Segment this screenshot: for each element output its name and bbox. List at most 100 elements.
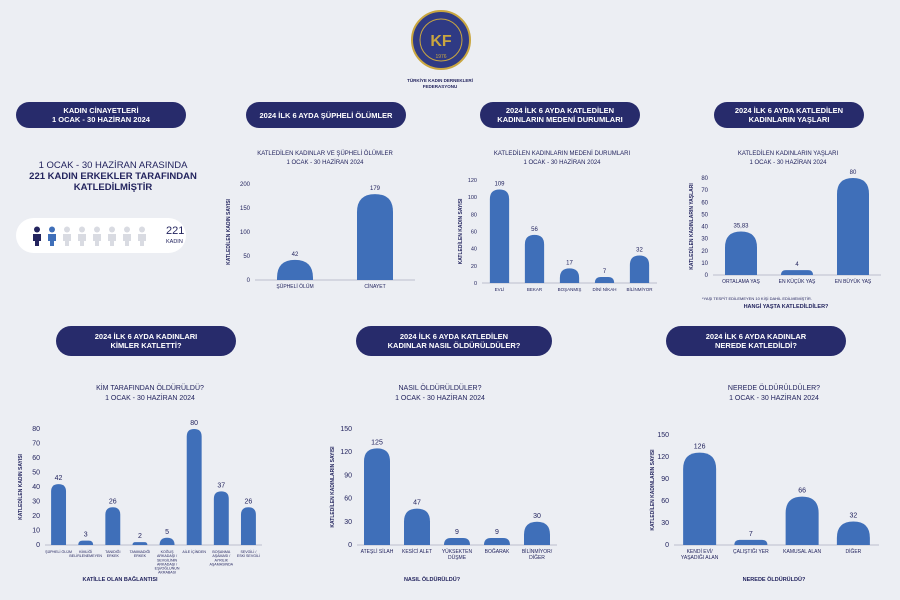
bar [785,496,819,545]
y-tick-label: 200 [240,182,251,188]
data-label: 30 [533,513,541,520]
x-tick-label: DİĞER [845,548,861,555]
bar [404,508,430,545]
data-label: 125 [371,439,383,446]
y-tick-label: 80 [32,426,40,433]
data-label: 42 [292,252,299,258]
y-axis-label: KATLEDİLEN KADINLARIN YAŞLARI [688,183,695,270]
y-tick-label: 60 [701,200,708,206]
data-label: 80 [850,170,857,176]
chart-subtitle: 1 OCAK - 30 HAZİRAN 2024 [105,393,195,402]
x-tick-label: TANIDIĞI ERKEK [105,549,120,558]
y-axis-label: KATLEDİLEN KADIN SAYISI [17,453,24,519]
chart-title: KATLEDİLEN KADINLAR VE ŞÜPHELİ ÖLÜMLER [257,150,393,157]
killers-header: 2024 İLK 6 AYDA KADINLARI KİMLER KATLETT… [56,326,236,356]
x-axis-label: KATİLLE OLAN BAĞLANTISI [82,575,158,583]
person-icon [122,226,132,246]
x-tick-label: EN KÜÇÜK YAŞ [779,278,816,285]
chart-title: KİM TARAFINDAN ÖLDÜRÜLDÜ? [96,383,204,392]
y-tick-label: 90 [344,472,352,479]
places-chart: NEREDE ÖLDÜRÜLDÜLER?1 OCAK - 30 HAZİRAN … [649,384,879,583]
bar [213,491,229,545]
person-icon [107,226,117,246]
chart-subtitle: 1 OCAK - 30 HAZİRAN 2024 [286,159,364,166]
bar [277,259,313,280]
person-icon [92,226,102,246]
y-axis-label: KATLEDİLEN KADINLARIN SAYISI [329,446,336,528]
x-tick-label: SEVGİLİ / ESKİ SEVGİLİ [237,549,260,558]
person-icon [77,226,87,246]
logo-year: 1976 [435,54,446,60]
y-tick-label: 0 [705,273,709,279]
data-label: 26 [245,498,253,505]
x-tick-label: ORTALAMA YAŞ [722,279,760,285]
bar [489,189,510,283]
bar [524,521,550,545]
y-axis-label: KATLEDİLEN KADINLARIN SAYISI [649,449,656,531]
y-tick-label: 60 [32,455,40,462]
data-label: 5 [165,529,169,536]
x-tick-label: BOŞANMA AŞAMASI / AYRILIK AŞAMASINDA [210,550,234,566]
svg-text:KF: KF [430,33,452,50]
data-label: 42 [55,475,63,482]
data-label: 80 [190,420,198,427]
bar [105,507,121,545]
y-tick-label: 70 [32,441,40,448]
y-tick-label: 150 [340,426,352,433]
bar [559,268,580,283]
x-tick-label: KİMLİĞİ BELİRLENEMEYEN [69,549,102,558]
person-icon [137,226,147,246]
y-tick-label: 70 [701,188,708,194]
y-tick-label: 90 [661,476,669,483]
y-tick-label: 100 [240,230,251,236]
x-tick-label: ŞÜPHELİ ÖLÜM [276,283,313,290]
y-tick-label: 20 [471,264,477,270]
y-tick-label: 0 [665,542,669,549]
bar [524,234,545,283]
summary-text: 1 OCAK - 30 HAZİRAN ARASINDA 221 KADIN E… [29,160,197,193]
y-tick-label: 80 [701,176,708,182]
x-tick-label: ATEŞLİ SİLAH [361,548,394,555]
bar [78,540,94,545]
x-axis-label: NEREDE ÖLDÜRÜLDÜ? [743,576,806,583]
y-tick-label: 50 [32,470,40,477]
y-tick-label: 100 [468,195,477,201]
victim-count: 221 [166,225,185,237]
data-label: 9 [455,529,459,536]
x-tick-label: ŞÜPHELİ ÖLÜM [45,549,72,554]
bar [51,484,67,545]
x-tick-label: TANIMADIĞI ERKEK [130,549,151,558]
y-tick-label: 60 [471,230,477,236]
y-tick-label: 60 [344,496,352,503]
x-tick-label: KAMUSAL ALAN [783,549,821,555]
suspicious-header: 2024 İLK 6 AYDA ŞÜPHELİ ÖLÜMLER [246,102,406,128]
y-tick-label: 40 [471,247,477,253]
data-label: 37 [217,482,225,489]
chart-title: NASIL ÖLDÜRÜLDÜLER? [399,384,482,392]
methods-chart: NASIL ÖLDÜRÜLDÜLER?1 OCAK - 30 HAZİRAN 2… [329,384,557,583]
x-tick-label: ÇALIŞTIĞI YER [733,548,769,555]
y-tick-label: 0 [247,278,251,284]
ages-header: 2024 İLK 6 AYDA KATLEDİLEN KADINLARIN YA… [714,102,864,128]
data-label: 47 [413,500,421,507]
bar [836,521,870,545]
x-tick-label: AİLE İÇİNDEN [182,549,206,554]
data-label: 66 [798,488,806,495]
data-label: 109 [494,181,505,187]
bar [734,539,768,545]
x-tick-label: KENDİ EVİ/YAŞADIĞI ALAN [681,548,719,561]
x-tick-label: KESİCİ ALET [402,548,432,555]
bar [629,255,650,283]
x-tick-label: DİNİ NİKAH [592,286,616,292]
bar [594,276,615,283]
x-tick-label: YÜKSEKTEN DÜŞME [442,548,473,561]
x-tick-label: BİLİNMİYOR [626,286,653,292]
x-tick-label: BEKAR [527,287,543,292]
bar [357,194,393,280]
bar [781,270,813,275]
chart-subtitle: 1 OCAK - 30 HAZİRAN 2024 [523,159,601,166]
bar [837,178,869,275]
y-tick-label: 120 [468,178,477,184]
data-label: 32 [636,248,643,254]
federation-logo: KF 1976 [411,10,471,70]
